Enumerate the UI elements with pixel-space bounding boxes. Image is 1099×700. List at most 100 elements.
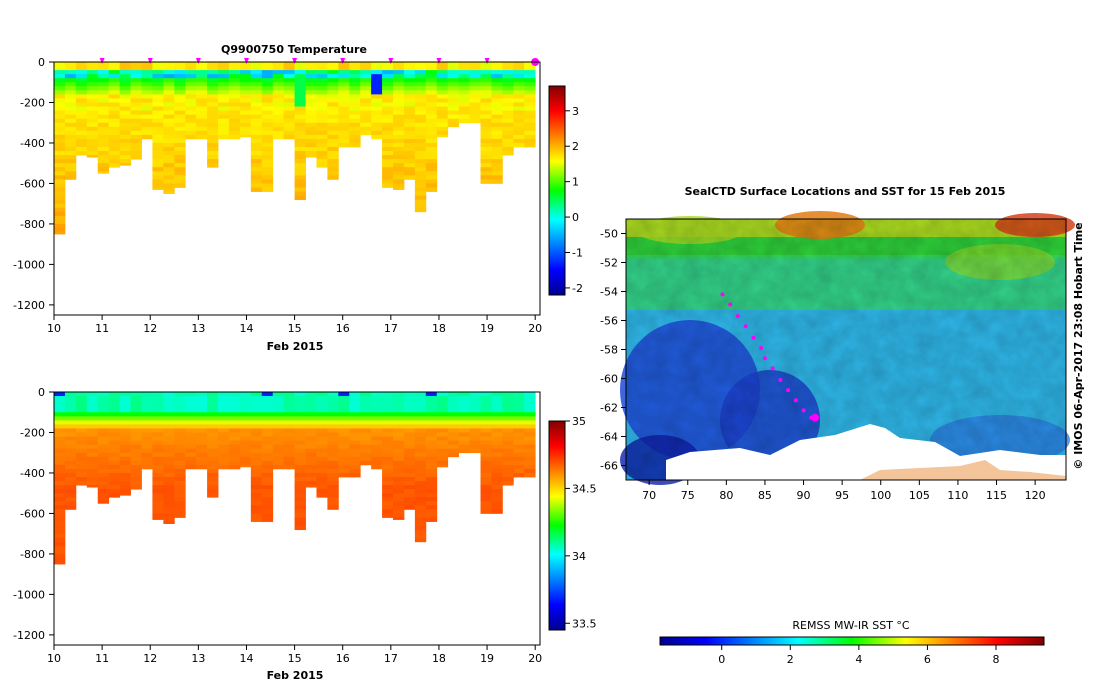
heatmap-cell (163, 74, 175, 79)
heatmap-cell (349, 396, 361, 401)
heatmap-cell (491, 90, 503, 95)
heatmap-cell (469, 98, 481, 103)
heatmap-cell (436, 416, 449, 421)
heatmap-cell (294, 159, 306, 164)
heatmap-cell (414, 155, 427, 160)
heatmap-cell (414, 207, 427, 213)
heatmap-cell (152, 183, 164, 188)
heatmap-cell (327, 481, 339, 486)
heatmap-cell (393, 70, 405, 75)
heatmap-cell (349, 420, 361, 425)
heatmap-cell (458, 70, 470, 75)
heatmap-cell (436, 432, 449, 437)
heatmap-cell (502, 412, 514, 417)
heatmap-cell (97, 62, 110, 67)
heatmap-cell (393, 513, 405, 518)
heatmap-cell (174, 155, 186, 160)
heatmap-cell (141, 452, 153, 458)
heatmap-cell (64, 94, 77, 99)
heatmap-cell (163, 400, 175, 405)
heatmap-cell (349, 90, 361, 95)
heatmap-cell (272, 110, 285, 116)
heatmap-cell (75, 408, 88, 413)
heatmap-cell (458, 82, 470, 87)
heatmap-cell (393, 485, 405, 490)
heatmap-cell (207, 392, 219, 397)
heatmap-cell (64, 171, 77, 176)
colorbar-tick-label: 34 (572, 550, 586, 563)
heatmap-cell (54, 199, 66, 205)
heatmap-cell (393, 456, 405, 462)
heatmap-cell (261, 501, 274, 506)
heatmap-cell (403, 70, 416, 75)
heatmap-cell (130, 78, 142, 83)
heatmap-cell (480, 74, 492, 79)
heatmap-cell (425, 464, 438, 470)
heatmap-cell (414, 126, 427, 132)
heatmap-cell (174, 420, 186, 425)
heatmap-cell (480, 171, 492, 176)
heatmap-cell (513, 114, 525, 120)
heatmap-cell (393, 444, 405, 450)
heatmap-cell (403, 118, 416, 124)
heatmap-cell (239, 86, 252, 91)
heatmap-cell (141, 448, 153, 454)
heatmap-cell (272, 130, 285, 136)
heatmap-cell (152, 448, 164, 454)
heatmap-cell (207, 477, 219, 482)
heatmap-cell (316, 98, 328, 103)
heatmap-cell (250, 420, 263, 425)
x-tick-label: 11 (95, 652, 109, 665)
heatmap-cell (491, 440, 503, 446)
heatmap-cell (86, 428, 99, 433)
heatmap-cell (382, 90, 394, 95)
heatmap-cell (403, 102, 416, 107)
heatmap-cell (163, 94, 175, 99)
heatmap-cell (185, 110, 197, 116)
heatmap-cell (261, 477, 274, 482)
heatmap-cell (64, 167, 77, 172)
heatmap-cell (327, 505, 339, 510)
heatmap-cell (469, 90, 481, 95)
heatmap-cell (371, 408, 383, 413)
heatmap-cell (130, 460, 142, 466)
heatmap-cell (119, 416, 131, 421)
heatmap-cell (425, 428, 438, 433)
heatmap-cell (75, 94, 88, 99)
heatmap-cell (130, 472, 142, 478)
heatmap-cell (97, 452, 110, 458)
heatmap-cell (174, 66, 186, 71)
heatmap-cell (163, 183, 175, 188)
heatmap-cell (130, 412, 142, 417)
heatmap-cell (54, 134, 66, 140)
heatmap-cell (403, 94, 416, 99)
heatmap-cell (371, 86, 383, 91)
heatmap-cell (207, 412, 219, 417)
heatmap-cell (207, 62, 219, 67)
heatmap-cell (64, 151, 77, 156)
heatmap-cell (436, 460, 449, 466)
heatmap-cell (163, 110, 175, 116)
heatmap-cell (349, 94, 361, 99)
heatmap-cell (414, 412, 427, 417)
heatmap-cell (513, 78, 525, 83)
heatmap-cell (196, 70, 208, 75)
x-tick-label: 15 (288, 322, 302, 335)
heatmap-cell (152, 497, 164, 502)
heatmap-cell (502, 147, 514, 152)
colorbar-tick-label: 3 (572, 105, 579, 118)
heatmap-cell (218, 62, 230, 67)
heatmap-cell (294, 130, 306, 136)
heatmap-cell (86, 408, 99, 413)
heatmap-cell (524, 456, 536, 462)
heatmap-cell (261, 126, 274, 132)
heatmap-cell (119, 62, 131, 67)
heatmap-cell (338, 420, 350, 425)
heatmap-cell (382, 171, 394, 176)
heatmap-cell (393, 126, 405, 132)
heatmap-cell (272, 452, 285, 458)
heatmap-cell (305, 78, 317, 83)
heatmap-cell (480, 448, 492, 454)
heatmap-cell (403, 489, 416, 494)
temperature-xlabel: Feb 2015 (267, 340, 324, 353)
